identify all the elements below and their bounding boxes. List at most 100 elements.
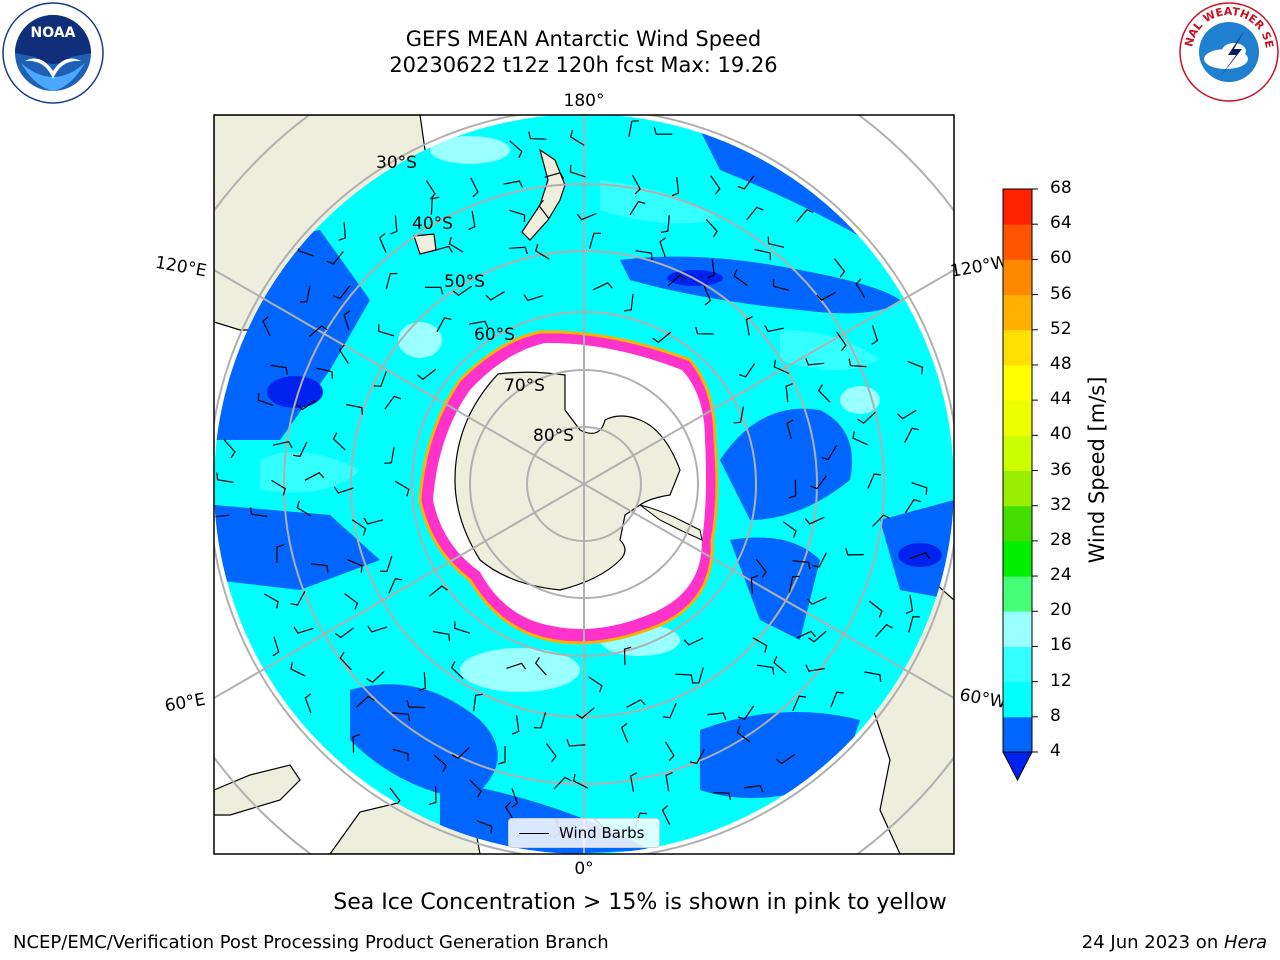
colorbar-bin [1003, 540, 1032, 577]
wind-barb [394, 480, 410, 497]
wind-barb [910, 552, 931, 559]
wind-barb [626, 699, 646, 708]
wind-barb [830, 691, 844, 708]
wind-barb [782, 521, 797, 538]
wind-barb [569, 164, 586, 178]
wind-barb [905, 594, 914, 615]
wind-barb [653, 127, 673, 135]
wind-barb [733, 269, 748, 286]
wind-barb [216, 472, 234, 483]
sea-ice-note: Sea Ice Concentration > 15% is shown in … [333, 890, 947, 915]
map-subtitle: 20230622 t12z 120h fcst Max: 19.26 [389, 53, 778, 77]
wind-barb [378, 232, 387, 253]
wind-barb [534, 243, 550, 260]
colorbar-tick-label: 40 [1050, 424, 1072, 445]
wind-barb [667, 274, 687, 287]
wind-barb [703, 285, 712, 306]
wind-barb [807, 597, 827, 606]
wind-barb [652, 331, 672, 343]
legend-label: Wind Barbs [559, 824, 645, 842]
colorbar-tick-label: 64 [1050, 213, 1072, 234]
wind-barb [754, 248, 771, 261]
wind-barb [249, 507, 268, 517]
credit-text: NCEP/EMC/Verification Post Processing Pr… [13, 932, 609, 953]
wind-barb [624, 293, 634, 312]
wind-barb [366, 670, 385, 683]
colorbar-bin [1003, 505, 1032, 542]
wind-barb [745, 316, 753, 336]
wind-barb [864, 671, 882, 682]
wind-barb [816, 291, 836, 301]
colorbar-tick-label: 48 [1050, 353, 1072, 374]
wind-barb [804, 516, 825, 525]
wind-barb [326, 251, 344, 265]
colorbar-bin [1003, 224, 1032, 260]
wind-barb [848, 358, 867, 368]
wind-barb [338, 221, 346, 241]
wind-barb [334, 627, 354, 639]
wind-barb [805, 358, 825, 366]
wind-barb [756, 664, 775, 675]
latitude-label-80s: 80°S [533, 426, 574, 446]
wind-barb [355, 695, 375, 708]
colorbar [1002, 188, 1038, 782]
wind-barb [473, 693, 483, 712]
map-legend: Wind Barbs [508, 818, 660, 848]
wind-barb [628, 120, 639, 138]
meridian-label-120e: 120°E [154, 253, 208, 282]
wind-barb [623, 646, 632, 666]
wind-barb [818, 384, 831, 403]
wind-barb [425, 180, 436, 200]
colorbar-tick-label: 20 [1050, 600, 1072, 621]
colorbar-tick-label: 24 [1050, 565, 1072, 586]
colorbar-bin [1003, 470, 1032, 507]
wind-barb [344, 593, 359, 610]
colorbar-tick-label: 28 [1050, 529, 1072, 550]
wind-barb [310, 563, 329, 573]
wind-barb [659, 237, 667, 258]
colorbar-tick-label: 12 [1050, 670, 1072, 691]
wind-barb [576, 212, 597, 221]
meridian-label-0: 0° [574, 859, 593, 879]
wind-barb [363, 517, 384, 525]
wind-barb [775, 753, 796, 765]
wind-barb [897, 409, 917, 420]
colorbar-tick-label: 56 [1050, 283, 1072, 304]
wind-barb [796, 208, 814, 223]
wind-barb [511, 715, 520, 735]
wind-barb [796, 630, 817, 639]
wind-barb [384, 395, 402, 410]
wind-barb [544, 172, 565, 180]
wind-barb [733, 406, 744, 424]
wind-barb [737, 705, 755, 720]
wind-barb [469, 779, 482, 798]
wind-barb [332, 432, 346, 451]
wind-barb [857, 411, 876, 424]
wind-barb [911, 482, 928, 495]
wind-barb [296, 400, 316, 411]
wind-barb [506, 662, 527, 670]
wind-barb [736, 725, 751, 743]
wind-barb [352, 734, 361, 753]
wind-barb [867, 473, 882, 489]
colorbar-bin [1003, 576, 1032, 612]
wind-barb [509, 209, 526, 223]
latitude-label-60s: 60°S [474, 325, 515, 345]
machine-name: Hera [1223, 932, 1267, 953]
wind-barb [553, 776, 572, 790]
wind-barb [264, 593, 279, 609]
colorbar-underflow-arrow [1002, 751, 1033, 782]
colorbar-bin [1003, 189, 1032, 225]
wind-barb [534, 656, 547, 676]
wind-barb [262, 316, 271, 336]
colorbar-tick-label: 8 [1050, 705, 1061, 726]
wind-barb [855, 278, 866, 298]
wind-barb [290, 662, 306, 677]
wind-barb [378, 324, 395, 337]
wind-barb [707, 259, 715, 279]
wind-barb [871, 514, 891, 527]
wind-barb [432, 630, 451, 642]
meridian-label-60e: 60°E [163, 690, 207, 717]
latitude-label-40s: 40°S [412, 214, 453, 234]
